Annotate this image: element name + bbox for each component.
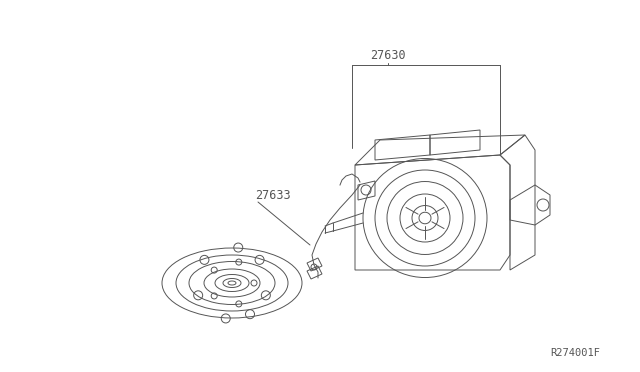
Text: 27633: 27633 xyxy=(255,189,291,202)
Text: 27630: 27630 xyxy=(370,48,406,61)
Text: R274001F: R274001F xyxy=(550,348,600,358)
